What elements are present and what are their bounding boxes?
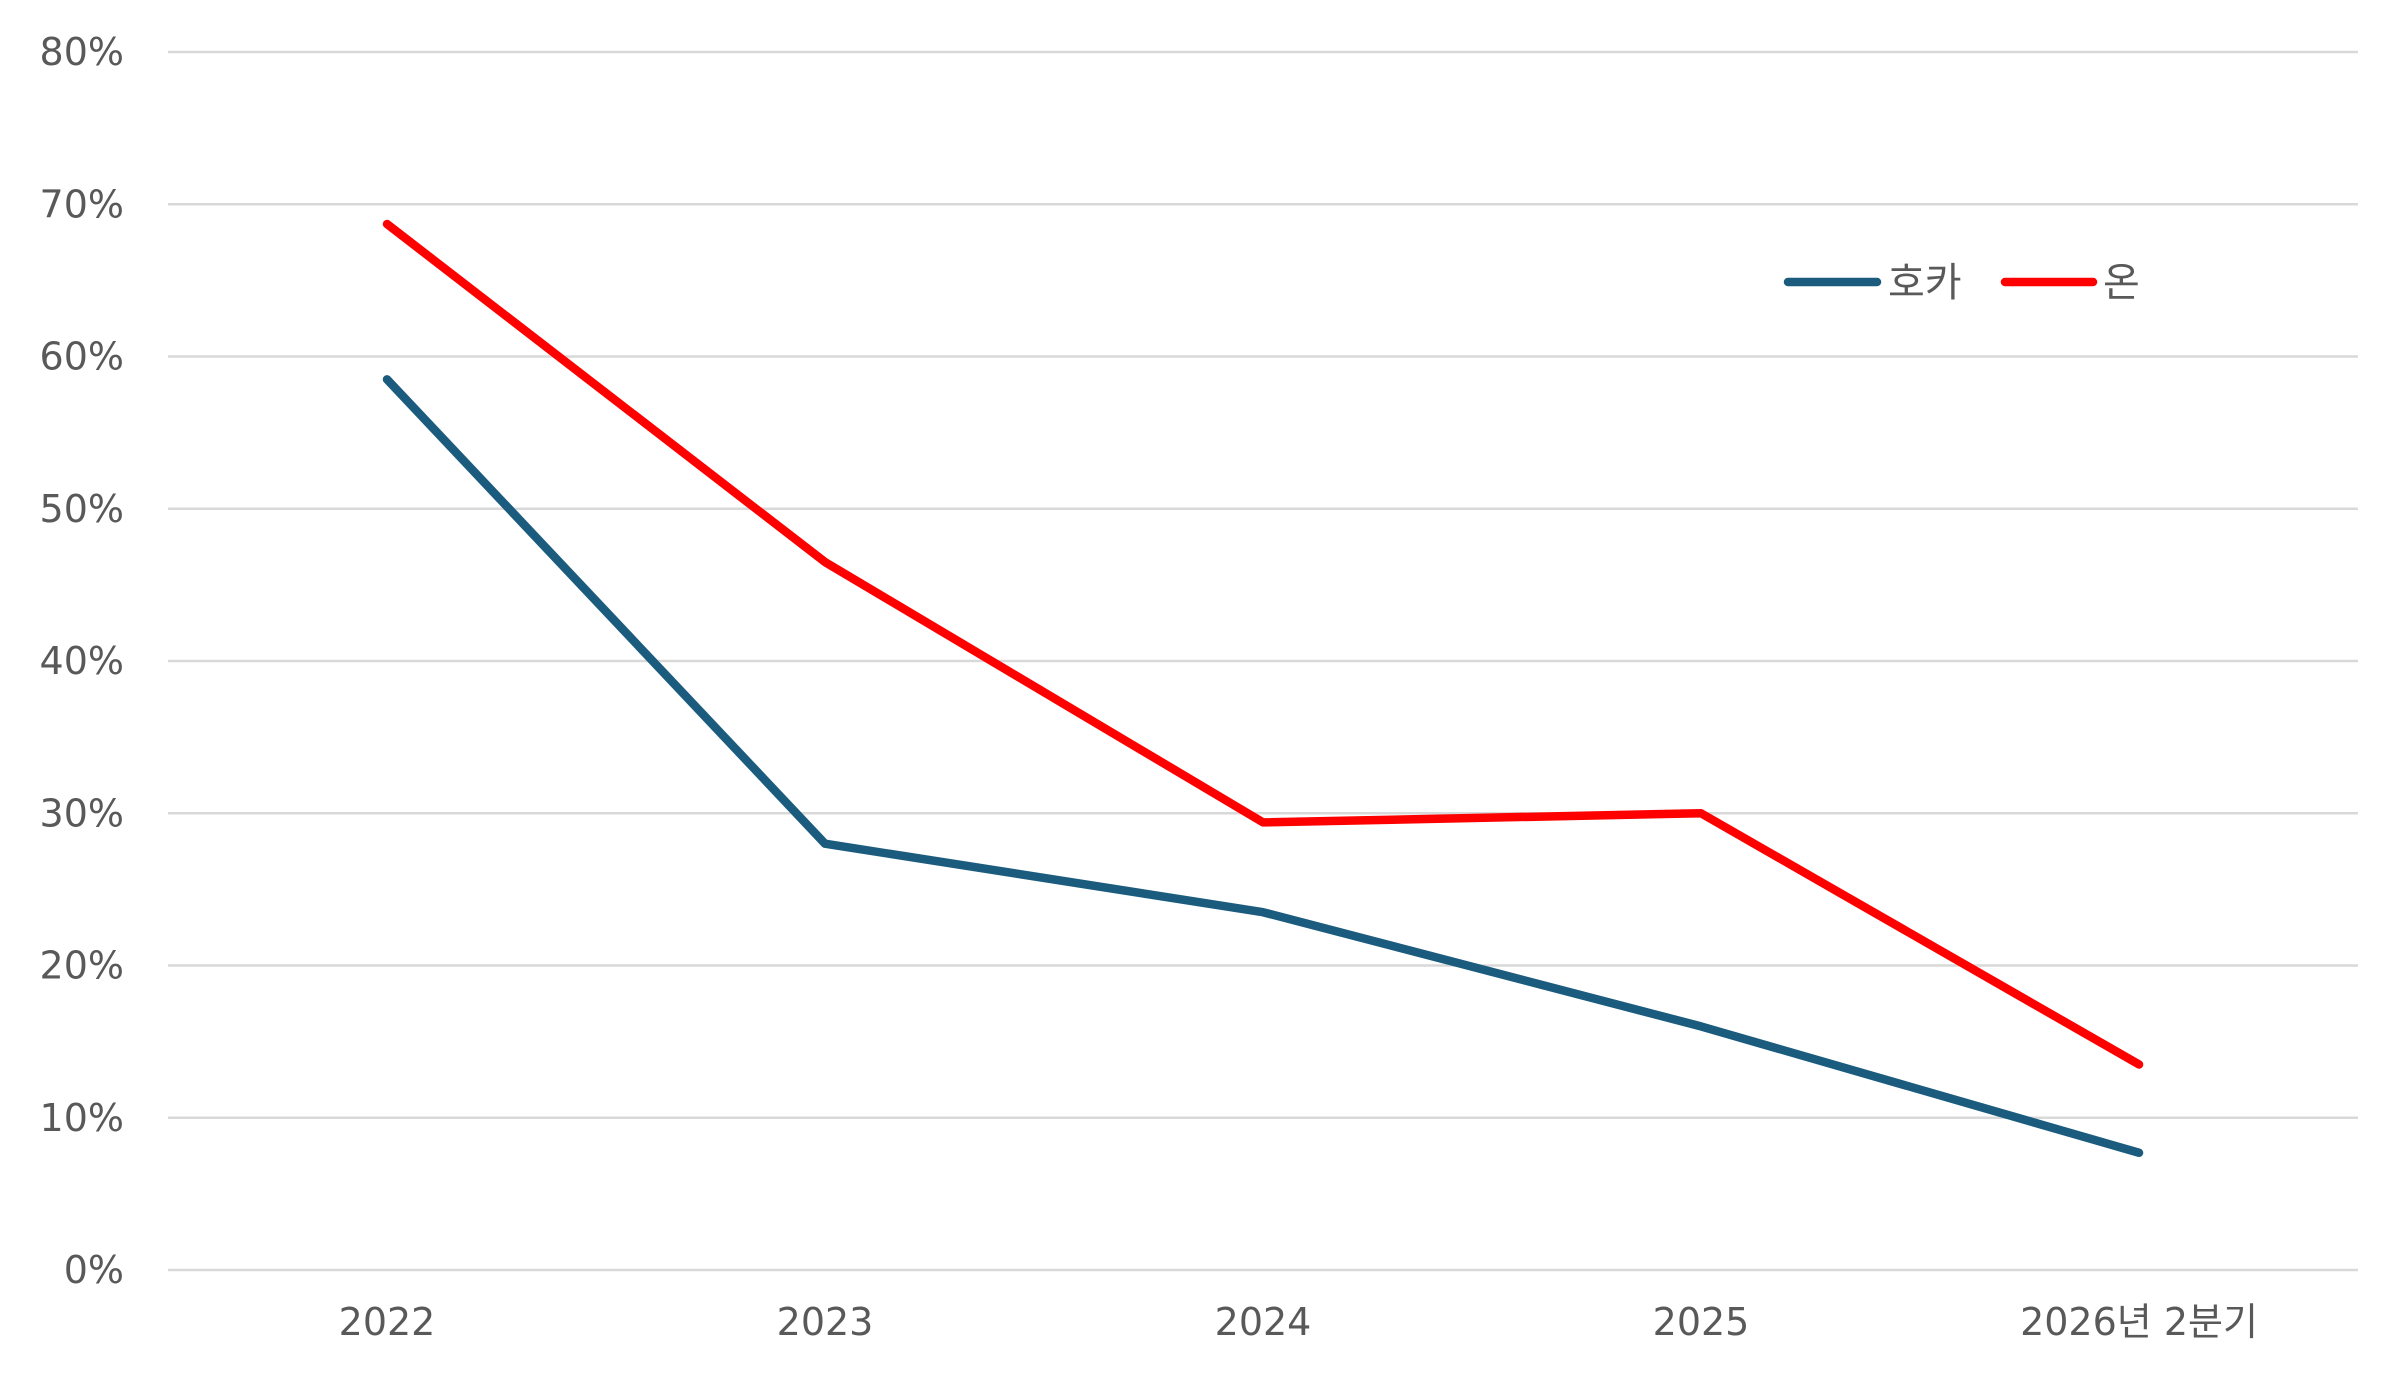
- y-axis: 0% 10% 20% 30% 40% 50% 60% 70% 80%: [40, 30, 124, 1292]
- x-tick-label-4: 2026년 2분기: [2020, 1300, 2258, 1344]
- y-tick-label-40: 40%: [40, 639, 124, 683]
- y-tick-label-10: 10%: [40, 1096, 124, 1140]
- series-line-0: [382, 375, 2144, 1158]
- y-tick-label-80: 80%: [40, 30, 124, 74]
- y-tick-label-20: 20%: [40, 944, 124, 988]
- series-line-1: [382, 219, 2144, 1069]
- y-tick-label-70: 70%: [40, 182, 124, 226]
- y-tick-label-50: 50%: [40, 487, 124, 531]
- x-tick-label-2: 2024: [1215, 1300, 1312, 1344]
- y-tick-label-0: 0%: [64, 1248, 124, 1292]
- series-group: [382, 219, 2144, 1158]
- x-tick-label-3: 2025: [1653, 1300, 1750, 1344]
- x-tick-label-0: 2022: [339, 1300, 436, 1344]
- legend: 호카 온: [1783, 260, 2140, 306]
- gridlines: [168, 50, 2358, 1272]
- legend-label-1: 온: [2103, 260, 2140, 306]
- x-axis: 2022 2023 2024 2025 2026년 2분기: [339, 1300, 2258, 1344]
- y-tick-label-30: 30%: [40, 791, 124, 835]
- x-tick-label-1: 2023: [777, 1300, 874, 1344]
- legend-label-0: 호카: [1888, 260, 1962, 306]
- y-tick-label-60: 60%: [40, 335, 124, 379]
